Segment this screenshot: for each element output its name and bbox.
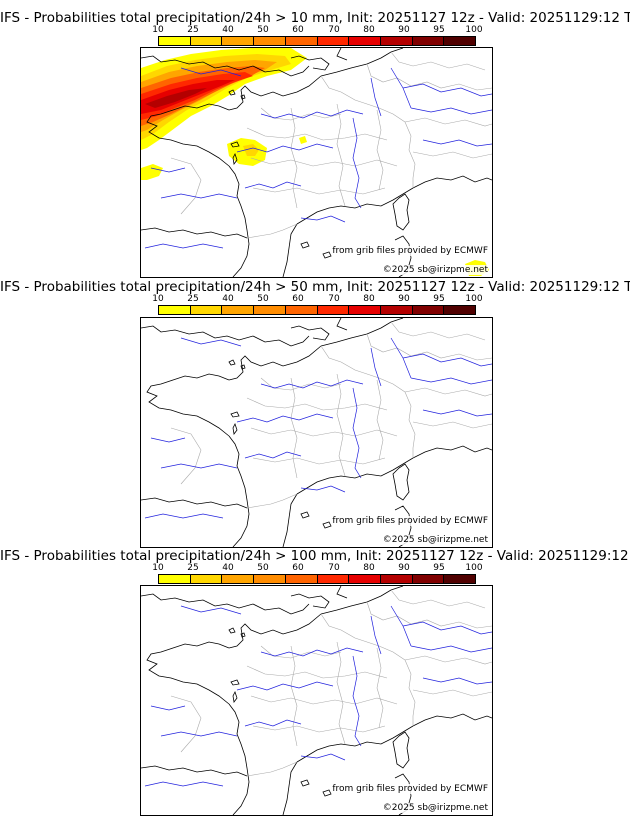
scale-label: 40 <box>222 25 234 35</box>
scale-cell <box>222 575 255 583</box>
scale-cell <box>222 306 255 314</box>
scale-label: 25 <box>187 294 199 304</box>
panel-title: IFS - Probabilities total precipitation/… <box>0 548 630 564</box>
scale-label: 10 <box>152 25 164 35</box>
scale-cell <box>159 37 191 45</box>
scale-cell <box>317 37 350 45</box>
scale-label: 25 <box>187 25 199 35</box>
scale-cell <box>349 306 381 314</box>
scale-label: 70 <box>328 25 340 35</box>
scale-cell <box>380 37 413 45</box>
map-graphic <box>141 586 492 815</box>
scale-cell <box>349 575 381 583</box>
scale-label: 90 <box>398 25 410 35</box>
scale-cell <box>285 575 318 583</box>
scale-label: 50 <box>257 563 269 573</box>
scale-label: 80 <box>363 25 375 35</box>
scale-label: 10 <box>152 563 164 573</box>
map-panel-100mm: IFS - Probabilities total precipitation/… <box>0 548 630 818</box>
scale-label: 50 <box>257 25 269 35</box>
map-france: from grib files provided by ECMWF ©2025 … <box>140 47 493 278</box>
panel-title: IFS - Probabilities total precipitation/… <box>0 10 630 26</box>
color-scale-labels: 10 25 40 50 60 70 80 90 95 100 <box>152 25 482 35</box>
scale-label: 90 <box>398 563 410 573</box>
scale-cell <box>412 37 445 45</box>
scale-cell <box>254 306 286 314</box>
credit-source: from grib files provided by ECMWF <box>332 246 488 256</box>
scale-label: 60 <box>292 563 304 573</box>
scale-cell <box>412 306 445 314</box>
panel-title: IFS - Probabilities total precipitation/… <box>0 279 630 295</box>
scale-cell <box>444 306 476 314</box>
scale-cell <box>380 575 413 583</box>
color-scale-bar <box>158 36 476 46</box>
scale-label: 100 <box>465 25 483 35</box>
credit-source: from grib files provided by ECMWF <box>332 516 488 526</box>
scale-cell <box>317 306 350 314</box>
scale-label: 50 <box>257 294 269 304</box>
map-graphic <box>141 48 492 277</box>
scale-label: 90 <box>398 294 410 304</box>
scale-cell <box>285 306 318 314</box>
scale-cell <box>444 575 476 583</box>
scale-label: 70 <box>328 294 340 304</box>
scale-cell <box>190 37 223 45</box>
scale-label: 10 <box>152 294 164 304</box>
scale-label: 60 <box>292 25 304 35</box>
scale-cell <box>190 306 223 314</box>
scale-cell <box>190 575 223 583</box>
scale-label: 40 <box>222 294 234 304</box>
color-scale-labels: 10 25 40 50 60 70 80 90 95 100 <box>152 294 482 304</box>
scale-label: 95 <box>433 563 445 573</box>
color-scale-bar <box>158 305 476 315</box>
scale-label: 60 <box>292 294 304 304</box>
map-graphic <box>141 318 492 547</box>
scale-label: 80 <box>363 294 375 304</box>
scale-label: 95 <box>433 25 445 35</box>
map-panel-10mm: IFS - Probabilities total precipitation/… <box>0 10 630 280</box>
map-france: from grib files provided by ECMWF ©2025 … <box>140 585 493 816</box>
scale-label: 80 <box>363 563 375 573</box>
scale-cell <box>159 306 191 314</box>
map-panel-50mm: IFS - Probabilities total precipitation/… <box>0 279 630 549</box>
scale-cell <box>254 575 286 583</box>
scale-label: 100 <box>465 563 483 573</box>
precip-probability-field <box>141 48 489 276</box>
credit-source: from grib files provided by ECMWF <box>332 784 488 794</box>
scale-cell <box>254 37 286 45</box>
credit-copyright: ©2025 sb@irizpme.net <box>382 265 488 275</box>
scale-label: 95 <box>433 294 445 304</box>
scale-cell <box>412 575 445 583</box>
scale-cell <box>159 575 191 583</box>
scale-cell <box>380 306 413 314</box>
scale-cell <box>349 37 381 45</box>
credit-copyright: ©2025 sb@irizpme.net <box>382 803 488 813</box>
scale-cell <box>317 575 350 583</box>
scale-label: 100 <box>465 294 483 304</box>
color-scale-bar <box>158 574 476 584</box>
map-france: from grib files provided by ECMWF ©2025 … <box>140 317 493 548</box>
scale-label: 70 <box>328 563 340 573</box>
scale-label: 40 <box>222 563 234 573</box>
color-scale-labels: 10 25 40 50 60 70 80 90 95 100 <box>152 563 482 573</box>
scale-cell <box>285 37 318 45</box>
scale-cell <box>444 37 476 45</box>
credit-copyright: ©2025 sb@irizpme.net <box>382 535 488 545</box>
scale-cell <box>222 37 255 45</box>
scale-label: 25 <box>187 563 199 573</box>
